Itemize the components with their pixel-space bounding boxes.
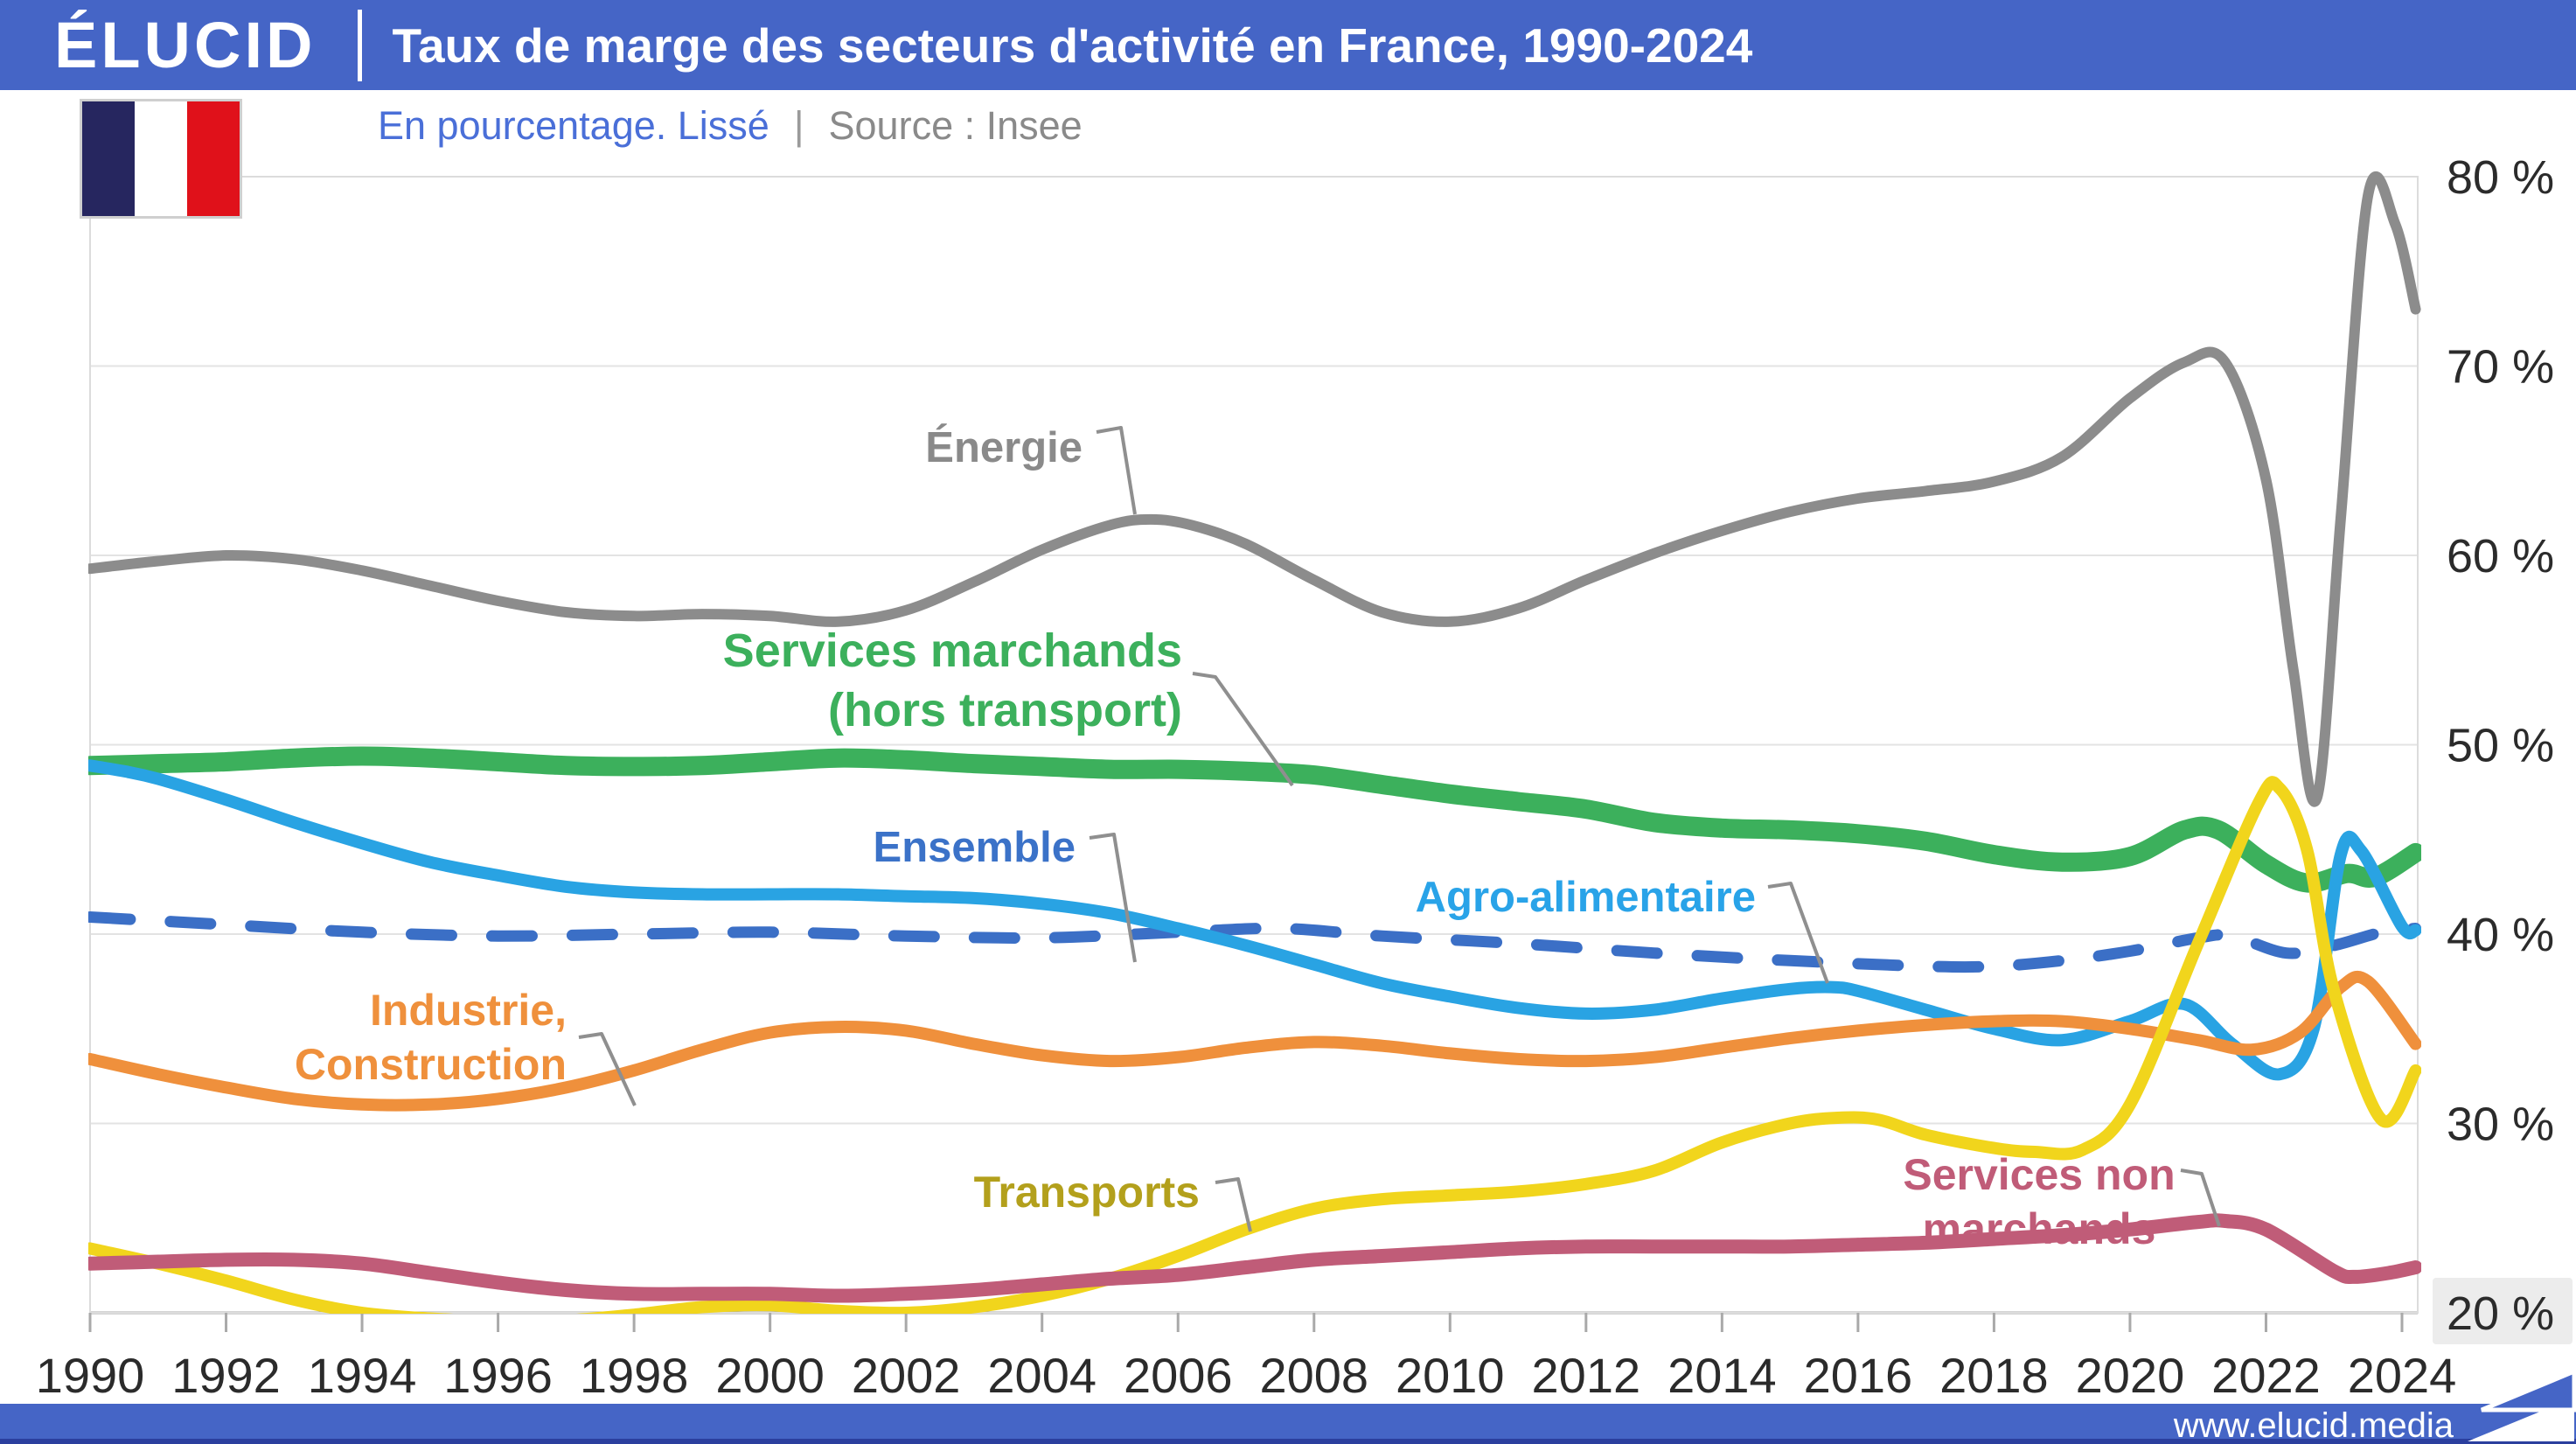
series-line-transports xyxy=(88,776,2421,1314)
series-label-services-marchands: (hors transport) xyxy=(828,684,1182,736)
x-axis-label: 2010 xyxy=(1396,1348,1505,1403)
elucid-brand-logo: ÉLUCID xyxy=(54,9,317,81)
x-axis-label: 2012 xyxy=(1532,1348,1641,1403)
label-connector-industrie-construction xyxy=(578,1032,637,1106)
series-line-energie xyxy=(88,171,2421,807)
series-label-ensemble: Ensemble xyxy=(874,824,1076,871)
x-axis-label: 2002 xyxy=(852,1348,961,1403)
plot-border xyxy=(89,176,2419,1314)
y-label-highlight xyxy=(2433,1278,2573,1344)
page-title: Taux de marge des secteurs d'activité en… xyxy=(392,17,1753,73)
series-line-services-non-marchands xyxy=(88,1213,2421,1303)
flag-white-stripe xyxy=(135,101,187,216)
x-axis-label: 1990 xyxy=(36,1348,145,1403)
label-connector-transports xyxy=(1215,1177,1252,1232)
chart-subtitle: En pourcentage. Lissé | Source : Insee xyxy=(378,103,1083,149)
series-label-transports: Transports xyxy=(974,1168,1200,1217)
x-axis-label: 2014 xyxy=(1667,1348,1777,1403)
elucid-logo-icon xyxy=(2468,1368,2576,1441)
y-axis-label: 30 % xyxy=(2447,1099,2554,1151)
x-axis-label: 2018 xyxy=(1939,1348,2049,1403)
series-line-agro-alimentaire xyxy=(88,759,2421,1081)
x-axis-label: 1992 xyxy=(171,1348,281,1403)
x-axis-label: 2008 xyxy=(1259,1348,1368,1403)
x-axis-label: 1996 xyxy=(443,1348,553,1403)
header-separator xyxy=(358,9,363,81)
x-axis-label: 2000 xyxy=(715,1348,825,1403)
x-axis-label: 2016 xyxy=(1804,1348,1913,1403)
footer-bar xyxy=(0,1404,2576,1439)
label-connector-agro-alimentaire xyxy=(1767,882,1829,984)
series-label-industrie-construction: Construction xyxy=(295,1040,567,1089)
label-connector-energie xyxy=(1096,426,1137,515)
y-axis-label: 70 % xyxy=(2447,341,2554,394)
series-label-services-non-marchands: marchands xyxy=(1923,1204,2156,1253)
header-bar: ÉLUCID Taux de marge des secteurs d'acti… xyxy=(0,0,2576,90)
label-connector-services-marchands xyxy=(1192,672,1294,787)
series-line-services-marchands xyxy=(88,746,2421,893)
x-axis-label: 2024 xyxy=(2348,1348,2457,1403)
unit-note: En pourcentage. Lissé xyxy=(378,103,769,148)
series-line-industrie-construction xyxy=(88,970,2421,1112)
x-axis-label: 1994 xyxy=(308,1348,417,1403)
y-axis-label: 20 % xyxy=(2447,1287,2554,1340)
series-label-services-marchands: Services marchands xyxy=(723,624,1182,677)
y-axis-label: 50 % xyxy=(2447,720,2554,772)
source-note: Source : Insee xyxy=(828,103,1083,148)
subtitle-separator: | xyxy=(793,103,804,148)
x-axis-label: 2020 xyxy=(2076,1348,2185,1403)
y-axis-label: 80 % xyxy=(2447,151,2554,204)
x-axis-label: 2022 xyxy=(2211,1348,2321,1403)
flag-red-stripe xyxy=(187,101,240,216)
label-connector-ensemble xyxy=(1089,833,1137,963)
x-axis-label: 1998 xyxy=(580,1348,689,1403)
footer-bottom-strip xyxy=(0,1439,2576,1444)
x-axis-label: 2004 xyxy=(987,1348,1097,1403)
label-connector-services-non-marchands xyxy=(2180,1168,2221,1227)
flag-blue-stripe xyxy=(82,101,135,216)
france-flag-icon xyxy=(80,99,242,219)
series-label-energie: Énergie xyxy=(925,424,1083,471)
x-axis-label: 2006 xyxy=(1124,1348,1233,1403)
y-axis-label: 60 % xyxy=(2447,530,2554,582)
website-url[interactable]: www.elucid.media xyxy=(2173,1406,2454,1444)
y-axis-label: 40 % xyxy=(2447,909,2554,961)
series-label-services-non-marchands: Services non xyxy=(1903,1150,2175,1199)
series-label-industrie-construction: Industrie, xyxy=(370,986,567,1035)
series-label-agro-alimentaire: Agro-alimentaire xyxy=(1416,874,1756,921)
